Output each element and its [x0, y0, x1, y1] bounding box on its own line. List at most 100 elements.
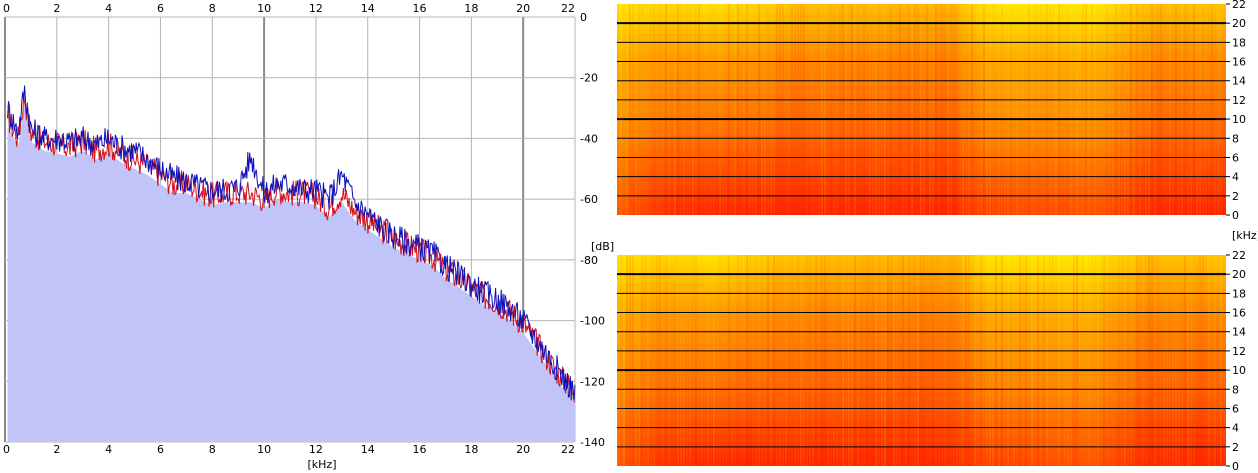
- spectrogram-texture-column: [1127, 4, 1129, 215]
- spectrogram-texture-column: [947, 4, 949, 215]
- spectrogram-texture-column: [953, 255, 955, 466]
- spectrogram-texture-column: [1133, 4, 1135, 215]
- spectrogram-texture-column: [848, 4, 850, 215]
- spectrogram-texture-column: [1169, 4, 1171, 215]
- spectrum-chart: 0 2 4 6 8 10 12 14 16 18 20 22 0 2 4 6 8 10 12 14 16 18 20 22 …: [3, 2, 614, 471]
- spectrogram-texture-column: [722, 255, 724, 466]
- spectrogram-y-tick-label: 16: [1232, 56, 1246, 69]
- spectrogram-y-tick-label: 8: [1232, 132, 1239, 145]
- spectrum-x-ticks-bottom: 0 2 4 6 8 10 12 14 16 18 20 22: [3, 443, 575, 456]
- spectrogram-texture-column: [713, 4, 715, 215]
- spectrogram-y-tick-label: 8: [1232, 383, 1239, 396]
- spectrogram-texture-column: [683, 255, 685, 466]
- spectrogram-y-tick-label: 22: [1232, 249, 1246, 262]
- spectrogram-texture-column: [848, 255, 850, 466]
- spectrogram-texture-column: [764, 255, 766, 466]
- spectrum-x-ticks-top: 0 2 4 6 8 10 12 14 16 18 20 22: [3, 2, 575, 15]
- spectrogram-top-frequency-lines: [617, 22, 1226, 197]
- spectrogram-texture-column: [803, 4, 805, 215]
- spectrum-x-tick-label-bottom: 18: [464, 443, 478, 456]
- spectrogram-texture-column: [1100, 4, 1102, 215]
- spectrum-x-tick-label-top: 4: [105, 2, 112, 15]
- spectrogram-texture-column: [686, 255, 688, 466]
- spectrogram-texture-column: [1070, 255, 1072, 466]
- spectrogram-texture-column: [1115, 4, 1117, 215]
- spectrogram-texture-column: [1139, 255, 1141, 466]
- spectrogram-texture-column: [653, 4, 655, 215]
- spectrogram-texture-column: [953, 4, 955, 215]
- spectrum-y-tick-label: -20: [580, 72, 598, 85]
- spectrogram-texture-column: [1190, 255, 1192, 466]
- spectrogram-texture-column: [1121, 255, 1123, 466]
- spectrogram-texture-column: [1034, 255, 1036, 466]
- spectrogram-texture-column: [1205, 255, 1207, 466]
- spectrogram-texture-column: [1145, 4, 1147, 215]
- spectrogram-texture-column: [986, 4, 988, 215]
- spectrogram-texture-column: [641, 255, 643, 466]
- spectrogram-texture-column: [626, 255, 628, 466]
- spectrogram-texture-column: [677, 4, 679, 215]
- spectrogram-texture-column: [617, 4, 619, 215]
- spectrogram-texture-column: [1058, 4, 1060, 215]
- spectrum-x-tick-label-top: 6: [157, 2, 164, 15]
- spectrogram-texture-column: [1085, 255, 1087, 466]
- spectrogram-texture-column: [755, 255, 757, 466]
- spectrogram-texture-column: [671, 4, 673, 215]
- spectrogram-texture-column: [1142, 255, 1144, 466]
- spectrum-x-tick-label-bottom: 14: [361, 443, 375, 456]
- spectrogram-texture-column: [839, 4, 841, 215]
- spectrogram-texture-column: [1088, 255, 1090, 466]
- spectrogram-texture-column: [854, 4, 856, 215]
- spectrum-x-axis-label: [kHz]: [308, 458, 337, 471]
- spectrogram-y-tick-label: 20: [1232, 268, 1246, 281]
- spectrogram-texture-column: [1214, 4, 1216, 215]
- spectrogram-texture-column: [719, 255, 721, 466]
- spectrogram-texture-column: [1016, 4, 1018, 215]
- spectrogram-texture-column: [1022, 4, 1024, 215]
- spectrogram-texture-column: [1091, 4, 1093, 215]
- spectrogram-texture-column: [1199, 4, 1201, 215]
- spectrogram-texture-column: [776, 255, 778, 466]
- spectrogram-texture-column: [929, 4, 931, 215]
- spectrogram-y-tick-label: 2: [1232, 190, 1239, 203]
- spectrogram-texture-column: [923, 4, 925, 215]
- spectrogram-texture-column: [668, 255, 670, 466]
- spectrogram-y-tick-label: 0: [1232, 460, 1239, 473]
- spectrogram-texture-column: [1127, 255, 1129, 466]
- spectrogram-bottom-texture: [617, 255, 1225, 466]
- spectrogram-texture-column: [1187, 255, 1189, 466]
- spectrogram-texture-column: [1151, 4, 1153, 215]
- spectrogram-texture-column: [1094, 4, 1096, 215]
- spectrogram-texture-column: [776, 4, 778, 215]
- spectrogram-texture-column: [725, 255, 727, 466]
- spectrogram-texture-column: [815, 4, 817, 215]
- spectrogram-texture-column: [917, 255, 919, 466]
- spectrogram-texture-column: [932, 4, 934, 215]
- spectrogram-texture-column: [731, 4, 733, 215]
- spectrogram-texture-column: [923, 255, 925, 466]
- spectrogram-texture-column: [665, 4, 667, 215]
- spectrum-y-tick-label: -40: [580, 132, 598, 145]
- spectrogram-texture-column: [659, 255, 661, 466]
- spectrogram-texture-column: [809, 4, 811, 215]
- spectrogram-texture-column: [866, 4, 868, 215]
- spectrogram-top-texture: [617, 4, 1225, 215]
- spectrogram-texture-column: [797, 4, 799, 215]
- spectrogram-texture-column: [1217, 255, 1219, 466]
- spectrogram-texture-column: [1097, 4, 1099, 215]
- spectrogram-texture-column: [1124, 255, 1126, 466]
- spectrogram-texture-column: [851, 255, 853, 466]
- spectrogram-texture-column: [1181, 4, 1183, 215]
- spectrogram-texture-column: [737, 255, 739, 466]
- spectrogram-texture-column: [806, 255, 808, 466]
- spectrogram-texture-column: [1157, 4, 1159, 215]
- spectrogram-texture-column: [686, 4, 688, 215]
- spectrogram-texture-column: [728, 255, 730, 466]
- spectrogram-texture-column: [1175, 4, 1177, 215]
- spectrogram-texture-column: [656, 4, 658, 215]
- spectrogram-texture-column: [1184, 4, 1186, 215]
- spectrogram-texture-column: [962, 255, 964, 466]
- spectrogram-texture-column: [1172, 255, 1174, 466]
- spectrogram-texture-column: [971, 4, 973, 215]
- spectrogram-texture-column: [983, 4, 985, 215]
